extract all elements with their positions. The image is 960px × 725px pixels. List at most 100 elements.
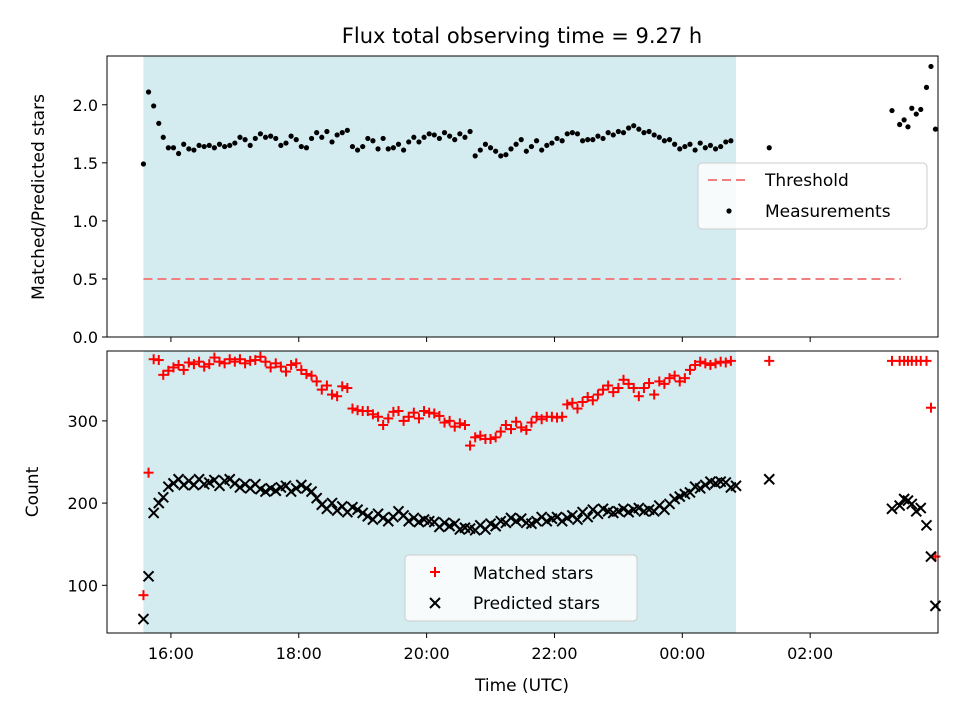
measurement-point [257, 131, 264, 137]
measurement-point [656, 134, 662, 140]
matched-star-point [459, 419, 470, 430]
predicted-star-point [925, 550, 937, 563]
matched-star-point [153, 355, 164, 366]
predicted-star-point [438, 517, 451, 529]
measurement-point [549, 140, 555, 146]
matched-star-point [234, 354, 245, 365]
measurement-point [646, 128, 652, 135]
matched-star-point [516, 422, 527, 433]
measurement-point [416, 139, 422, 145]
measurement-point [447, 133, 453, 139]
measurement-point [897, 121, 903, 128]
matched-star-point [470, 432, 481, 443]
measurement-point [385, 146, 391, 152]
measurement-point [406, 139, 412, 145]
matched-star-point [138, 590, 149, 601]
matched-star-point [158, 369, 169, 380]
measurement-point [590, 137, 596, 143]
measurement-point [151, 103, 157, 109]
measurement-point [574, 131, 581, 137]
measurement-point [626, 125, 632, 131]
predicted-star-point [886, 503, 898, 515]
matched-star-point [725, 355, 736, 366]
x-tick-label: 20:00 [404, 644, 450, 663]
matched-star-point [613, 382, 624, 393]
predicted-star-point [403, 515, 415, 527]
matched-star-point [505, 424, 516, 435]
measurement-point [569, 130, 575, 136]
matched-star-point [378, 419, 389, 430]
matched-star-point [511, 416, 522, 427]
measurement-point [528, 143, 535, 150]
matched-star-point [434, 410, 445, 421]
measurement-point [191, 147, 197, 153]
y-tick-label: 2.0 [73, 96, 98, 115]
measurement-point [585, 137, 591, 143]
predicted-star-point [362, 510, 374, 522]
matched-star-point [562, 399, 573, 410]
measurement-point [288, 133, 294, 139]
matched-star-point [654, 376, 665, 387]
matched-star-point [557, 411, 568, 422]
measurement-point [472, 153, 478, 159]
measurement-point [308, 135, 315, 142]
predicted-star-point [929, 600, 942, 612]
matched-star-point [485, 433, 496, 444]
matched-star-point [454, 418, 465, 429]
measurement-point [539, 147, 545, 153]
measurement-point [467, 128, 473, 135]
measurement-point [503, 152, 509, 158]
measurement-point [293, 137, 299, 143]
matched-star-point [921, 355, 932, 366]
predicted-star-point [162, 480, 175, 493]
measurement-point [314, 130, 320, 136]
matched-star-point [608, 387, 619, 398]
matched-star-point [598, 384, 609, 395]
measurement-point [579, 138, 586, 144]
measurement-point [457, 131, 463, 137]
predicted-star-point [763, 473, 775, 485]
y-tick-label: 200 [67, 494, 98, 513]
matched-star-point [690, 359, 701, 370]
top-legend: Threshold Measurements [697, 162, 928, 230]
predicted-star-point [556, 515, 568, 527]
measurement-point [360, 143, 366, 150]
matched-star-point [178, 364, 189, 375]
measurement-point [232, 140, 238, 146]
measurement-point [156, 120, 162, 126]
matched-star-point [316, 384, 327, 395]
measurement-point [728, 138, 734, 144]
measurement-point [181, 141, 187, 147]
top-panel: 0.00.51.01.52.0 Matched/Predicted stars … [29, 55, 939, 347]
matched-star-point [572, 403, 583, 414]
matched-star-point [337, 381, 348, 392]
matched-star-point [403, 411, 414, 422]
matched-star-point [582, 392, 593, 403]
measurement-point [718, 143, 724, 150]
matched-star-point [618, 374, 629, 385]
matched-star-point [567, 397, 578, 408]
measurement-point [165, 145, 171, 151]
predicted-star-point [290, 482, 302, 495]
measurement-point [339, 130, 345, 136]
matched-star-point [592, 389, 603, 400]
measurement-point [431, 132, 437, 138]
measurement-point [498, 153, 504, 159]
measurements-points [140, 63, 939, 167]
matched-stars-points [138, 351, 941, 601]
matched-star-point [342, 382, 353, 393]
measurement-point [283, 140, 289, 146]
bottom-panel: 100 200 300 16:00 18:00 20:00 22:00 00:00 02:00… [23, 350, 942, 696]
matched-star-point [490, 432, 501, 443]
measurement-point [687, 141, 693, 147]
matched-star-point [710, 358, 721, 369]
predicted-star-point [295, 479, 308, 491]
matched-star-point [705, 359, 716, 370]
measurement-point [216, 141, 223, 147]
matched-star-point [224, 354, 235, 365]
measurement-point [564, 131, 570, 137]
legend-predicted-swatch [429, 597, 441, 609]
matched-star-point [301, 369, 312, 380]
matched-star-point [321, 380, 332, 391]
matched-star-point [214, 356, 225, 367]
